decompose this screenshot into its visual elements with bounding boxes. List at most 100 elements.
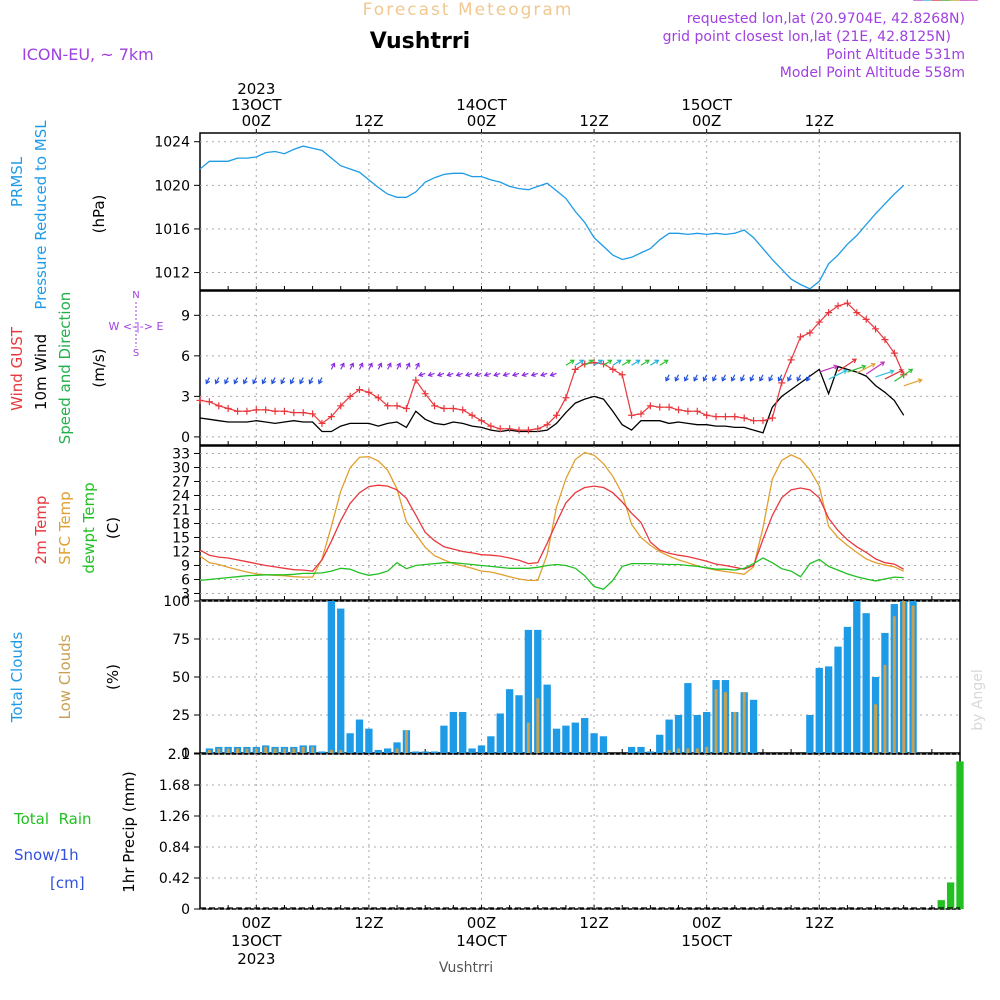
wind-arrow-head [674,376,680,382]
low-clouds-bar [883,664,887,753]
gust-marker [477,417,485,425]
wind-arrow-head [358,362,364,368]
wind-arrow-head [483,371,489,377]
wind-direction-arrow [650,359,659,366]
total-clouds-bar [627,746,636,753]
temp-sfc-label: SFC Temp [56,491,74,564]
low-clouds-bar [254,748,258,753]
precip-ytick-label: 0.84 [159,840,190,856]
total-clouds-bar [562,725,570,753]
total-clouds-bar [703,711,711,753]
wind-arrow-head [530,371,536,377]
gust-marker [553,411,561,419]
gust-marker [290,409,298,417]
total-clouds-bar [365,728,373,753]
dewpt-line [199,557,904,591]
wind-10m-label: 10m Wind [32,334,50,410]
wind-arrow-head [377,362,383,368]
gust-marker [609,365,617,373]
gust-marker [280,407,288,415]
wind-arrow-head [214,379,220,385]
gust-marker [534,425,542,433]
gust-marker [196,396,204,404]
wind-ytick-label: 3 [181,389,190,405]
model-altitude: Model Point Altitude 558m [780,65,965,81]
gust-marker [318,419,326,427]
wind-direction-arrow [574,359,584,366]
wind-arrow-head [917,378,923,384]
bottom-axis-label: 13OCT [231,932,282,950]
pressure-ytick-label: 1016 [154,222,190,238]
precip-ytick-label: 0 [181,902,190,918]
gust-marker [750,417,758,425]
temp-ytick-label: 30 [172,460,190,476]
gust-marker [862,315,870,323]
watermark: by Angel [970,669,986,730]
top-axis-label: 15OCT [681,96,732,114]
wind-arrow-head [588,359,594,365]
wind-arrow-head [317,379,323,385]
total-clouds-bar [412,751,420,753]
wind-direction-arrow [837,358,857,372]
wind-arrow-head [427,371,433,377]
gust-marker [665,403,673,411]
wind-direction-arrow [875,370,894,378]
total-clouds-bar [477,745,486,753]
total-clouds-bar [496,713,504,753]
point-altitude: Point Altitude 531m [826,47,965,63]
wind-arrow-head [224,379,229,385]
gust-marker [337,402,345,410]
temp-ytick-label: 24 [172,488,190,504]
total-clouds-bar [834,646,842,753]
gust-marker [449,405,457,413]
wind-arrow-head [749,376,755,382]
low-clouds-bar [902,601,906,753]
precip-ytick-label: 0.42 [159,871,190,887]
low-clouds-bar [282,748,286,753]
total-clouds-bar [449,711,457,753]
wind-arrow-head [702,376,708,382]
wind-arrow-head [261,379,267,385]
wind-arrow-head [870,362,876,368]
clouds-panel: Total Clouds Low Clouds (%) by Angel 0 25… [8,594,986,762]
low-clouds-bar [217,748,221,753]
wind-arrow-head [861,364,867,370]
gust-marker [843,299,851,307]
total-clouds-bar [337,608,345,753]
wind-arrow-head [607,359,613,365]
gust-marker [421,390,429,398]
wind-arrow-head [446,371,452,377]
gust-marker [243,407,251,415]
low-clouds-bar [404,730,408,753]
pressure-ytick-label: 1020 [154,178,190,194]
gust-marker [778,379,786,387]
rain-bar [946,882,955,909]
low-clouds-bar [892,616,896,753]
top-axis-label: 2023 [237,80,275,98]
pressure-frame [199,132,961,291]
wind-arrow-head [665,376,670,382]
total-clouds-bar [581,718,589,753]
wind-arrow-head [712,376,717,382]
total-clouds-bar [440,725,448,753]
low-clouds-bar [677,748,680,753]
temp-ytick-label: 9 [181,558,190,574]
wind-arrow-head [511,371,518,377]
low-clouds-label: Low Clouds [56,634,74,719]
snow-label: Snow/1h [14,846,79,864]
clouds-ytick-label: 50 [172,670,190,686]
wind-arrow-head [889,369,895,375]
total-clouds-bar [459,711,467,753]
wind-arrow-head [898,368,904,374]
gust-marker [356,386,364,394]
total-clouds-bar [534,629,542,753]
total-clouds-bar [862,613,870,753]
wind-arrow-head [474,371,480,377]
wind-arrow-head [626,359,632,365]
wind-arrow-head [579,359,585,365]
wind-arrow-head [540,371,546,377]
low-clouds-bar [714,689,718,753]
wind-arrow-head [880,361,886,366]
temp-ytick-label: 18 [172,516,190,532]
